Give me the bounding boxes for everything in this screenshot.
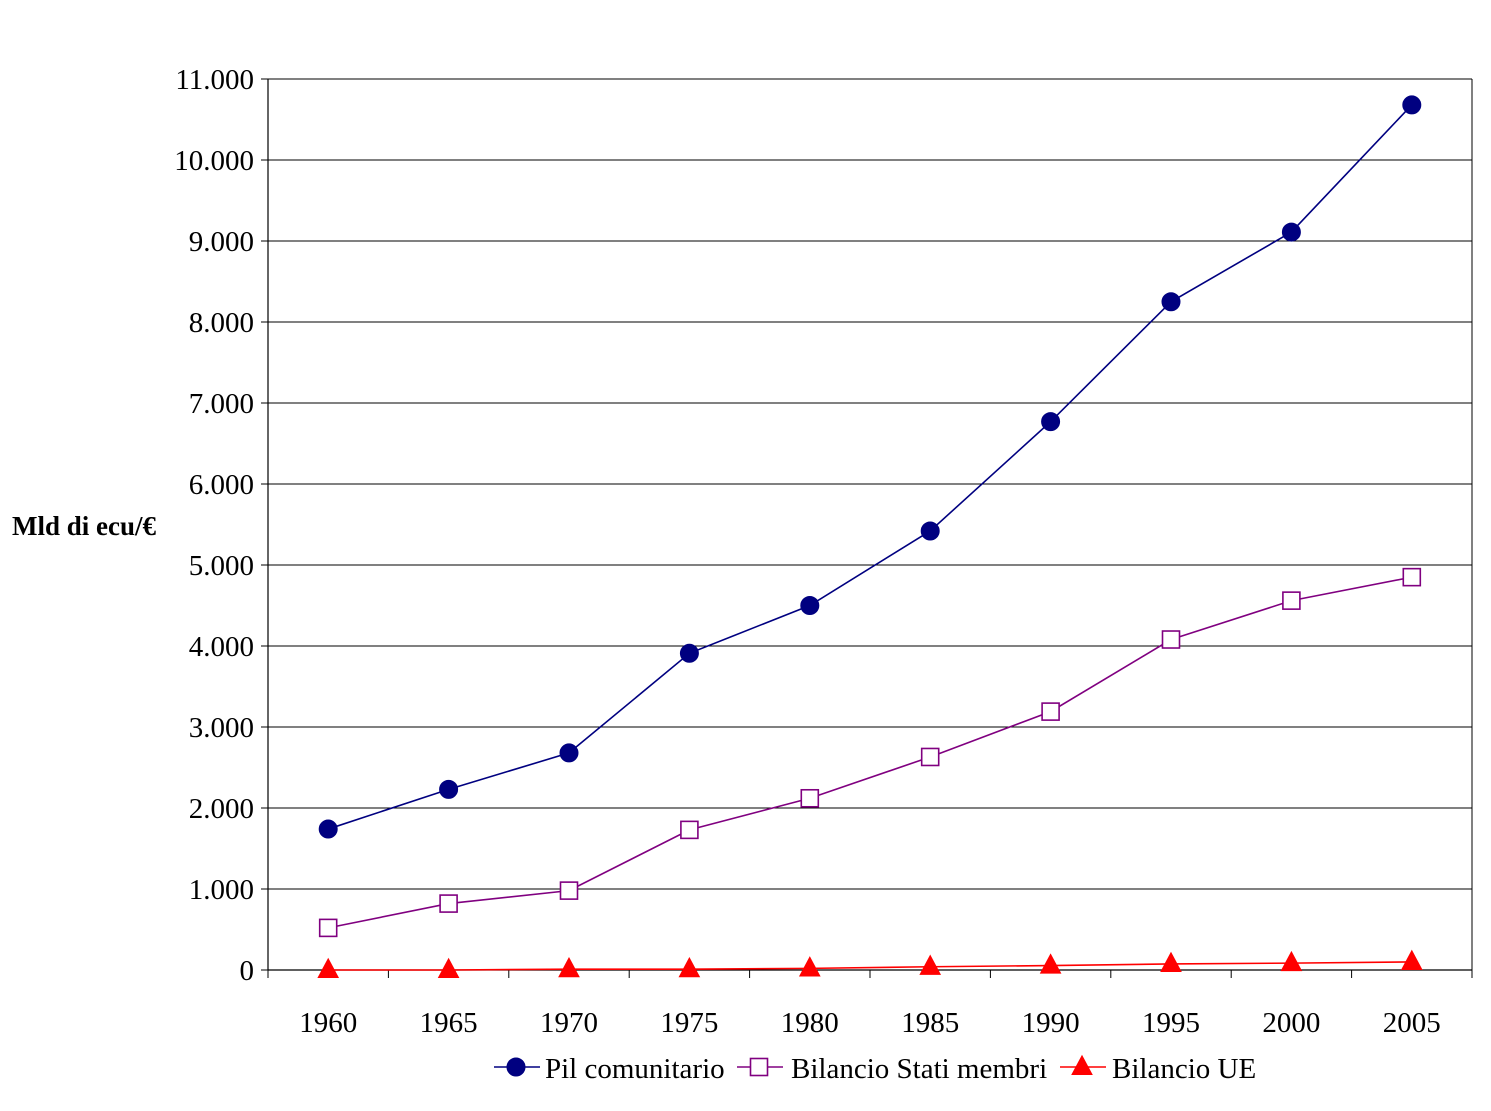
data-point <box>559 881 579 900</box>
y-tick-label: 4.000 <box>189 631 254 663</box>
data-point <box>1281 222 1301 242</box>
data-point <box>1280 950 1303 972</box>
data-point <box>1402 95 1422 115</box>
data-point <box>920 747 940 767</box>
x-tick-label: 1960 <box>299 1007 357 1039</box>
y-tick-label: 10.000 <box>174 145 254 177</box>
legend-label: Bilancio Stati membri <box>791 1053 1047 1085</box>
series-1 <box>318 95 1422 839</box>
data-point <box>558 956 580 978</box>
data-point <box>1400 949 1423 970</box>
x-tick-label: 1980 <box>781 1007 839 1039</box>
data-point <box>437 957 460 979</box>
data-point <box>1160 951 1182 972</box>
data-point <box>1402 567 1422 587</box>
legend-marker <box>1071 1054 1093 1076</box>
y-tick-label: 7.000 <box>189 388 254 420</box>
series-line <box>328 961 1412 971</box>
legend-marker <box>749 1057 769 1077</box>
x-tick-label: 1975 <box>660 1007 718 1039</box>
data-point <box>1161 292 1181 312</box>
data-point <box>559 743 579 763</box>
x-tick-label: 2000 <box>1262 1007 1320 1039</box>
x-tick-label: 2005 <box>1383 1007 1441 1039</box>
x-tick-label: 1985 <box>901 1007 959 1039</box>
x-tick-label: 1995 <box>1142 1007 1200 1039</box>
data-point <box>1282 591 1301 610</box>
legend-label: Bilancio UE <box>1112 1053 1256 1085</box>
y-tick-label: 5.000 <box>189 550 254 582</box>
y-tick-label: 0 <box>240 955 255 987</box>
x-tick-label: 1965 <box>420 1007 478 1039</box>
y-axis-title: Mld di ecu/€ <box>12 511 157 541</box>
data-point <box>919 954 942 975</box>
series-line <box>328 576 1412 929</box>
y-tick-label: 11.000 <box>175 64 254 96</box>
data-point <box>439 779 459 799</box>
data-point <box>1161 630 1181 649</box>
legend-item: Pil comunitario <box>494 1053 725 1085</box>
series-line <box>327 104 1413 830</box>
data-point <box>920 521 940 541</box>
data-point <box>1041 702 1060 721</box>
data-point <box>1039 953 1062 974</box>
series-3 <box>317 949 1423 979</box>
data-point <box>798 956 821 977</box>
data-point <box>678 956 701 978</box>
y-tick-label: 2.000 <box>189 793 254 825</box>
y-tick-label: 6.000 <box>189 469 254 501</box>
legend-item: Bilancio Stati membri <box>737 1053 1047 1085</box>
data-point <box>318 918 338 938</box>
data-point <box>317 957 340 979</box>
axes: 0 1.000 2.000 3.000 4.000 5.000 6.000 7.000 8.00… <box>174 64 1473 1039</box>
legend-marker <box>506 1057 526 1077</box>
gridlines <box>268 78 1472 971</box>
data-point <box>318 819 338 839</box>
data-point <box>680 820 699 840</box>
data-point <box>800 596 820 615</box>
legend-item: Bilancio UE <box>1060 1053 1256 1085</box>
y-tick-label: 9.000 <box>189 226 254 258</box>
series-2 <box>318 567 1422 938</box>
series <box>317 95 1423 979</box>
y-tick-label: 8.000 <box>189 307 254 339</box>
data-point <box>439 894 458 913</box>
data-point <box>679 643 699 663</box>
data-point <box>1041 412 1061 432</box>
data-point <box>800 788 820 808</box>
x-tick-label: 1990 <box>1022 1007 1080 1039</box>
y-tick-label: 3.000 <box>189 712 254 744</box>
y-tick-label: 1.000 <box>189 874 254 906</box>
x-tick-label: 1970 <box>540 1007 598 1039</box>
legend-label: Pil comunitario <box>545 1053 725 1085</box>
legend: Pil comunitario Bilancio Stati membri Bila… <box>494 1053 1256 1085</box>
